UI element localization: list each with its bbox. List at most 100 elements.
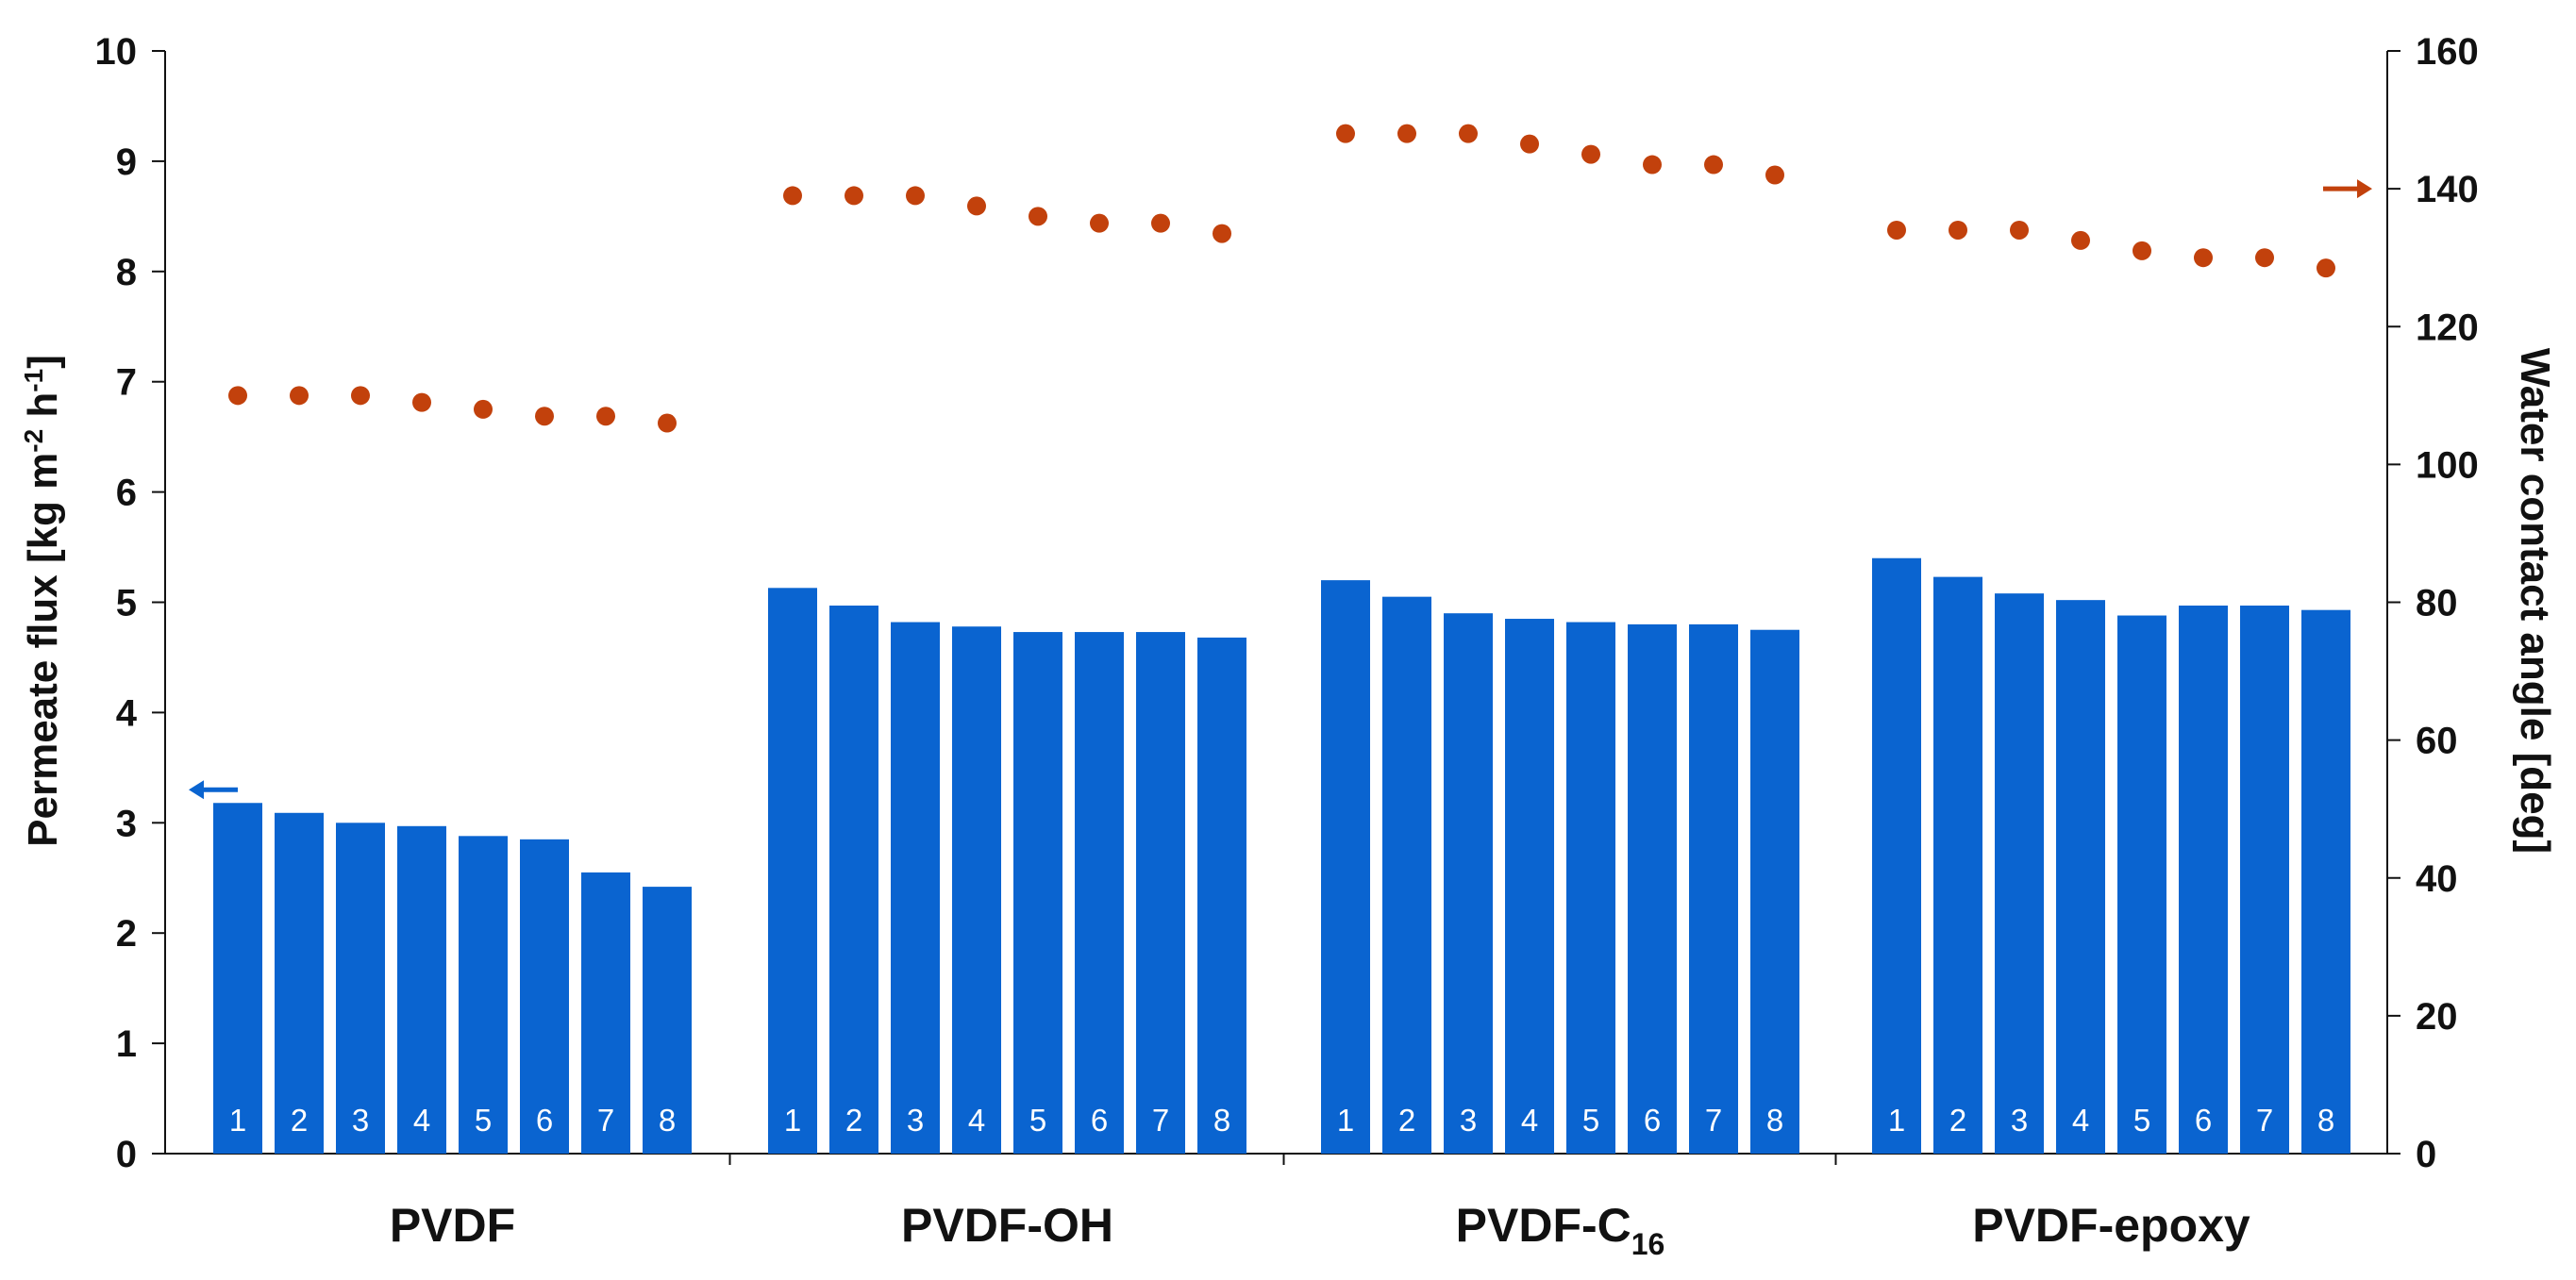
bar-number-label: 2 bbox=[1398, 1103, 1415, 1138]
bar-number-label: 1 bbox=[1888, 1103, 1905, 1138]
right-tick-label: 120 bbox=[2416, 307, 2479, 348]
flux-bar bbox=[1136, 632, 1185, 1154]
left-tick-label: 5 bbox=[116, 583, 137, 624]
left-tick-label: 2 bbox=[116, 913, 137, 955]
bar-number-label: 8 bbox=[1213, 1103, 1230, 1138]
left-axis-title-main: Permeate flux [kg m bbox=[20, 453, 66, 847]
flux-bar bbox=[829, 606, 878, 1154]
bar-number-label: 5 bbox=[2133, 1103, 2150, 1138]
group-label: PVDF-epoxy bbox=[1972, 1199, 2250, 1252]
bar-number-label: 3 bbox=[352, 1103, 369, 1138]
contact-angle-point bbox=[2133, 241, 2151, 260]
flux-bar bbox=[2301, 609, 2350, 1154]
contact-angle-point bbox=[1643, 155, 1662, 175]
bar-number-label: 5 bbox=[1582, 1103, 1599, 1138]
contact-angle-point bbox=[1581, 144, 1600, 164]
bar-number-label: 6 bbox=[1091, 1103, 1108, 1138]
contact-angle-point bbox=[1887, 220, 1906, 240]
flux-bar bbox=[643, 887, 692, 1154]
right-tick-label: 160 bbox=[2416, 31, 2479, 73]
contact-angle-point bbox=[967, 196, 986, 216]
flux-bar bbox=[1321, 580, 1370, 1154]
bar-number-label: 7 bbox=[1152, 1103, 1169, 1138]
contact-angle-point bbox=[1397, 124, 1416, 143]
right-tick-label: 100 bbox=[2416, 444, 2479, 486]
flux-bar bbox=[2117, 615, 2166, 1154]
bar-number-label: 4 bbox=[413, 1103, 430, 1138]
bar-number-label: 1 bbox=[1337, 1103, 1354, 1138]
right-axis-title: Water contact angle [deg] bbox=[2512, 348, 2558, 854]
contact-angle-point bbox=[1213, 224, 1231, 243]
contact-angle-point bbox=[535, 407, 554, 426]
group-label-main: PVDF-OH bbox=[901, 1199, 1113, 1252]
group-label-main: PVDF bbox=[390, 1199, 515, 1252]
bar-number-label: 6 bbox=[536, 1103, 553, 1138]
contact-angle-point bbox=[351, 386, 370, 406]
contact-angle-point bbox=[658, 413, 677, 433]
contact-angle-point bbox=[783, 186, 802, 206]
left-axis-title-exp1: -2 bbox=[19, 429, 48, 453]
bar-number-label: 5 bbox=[475, 1103, 492, 1138]
right-tick-label: 40 bbox=[2416, 858, 2458, 900]
right-tick-label: 140 bbox=[2416, 169, 2479, 210]
flux-bar bbox=[891, 622, 940, 1154]
contact-angle-point bbox=[1029, 207, 1047, 226]
contact-angle-point bbox=[474, 399, 493, 419]
flux-bar bbox=[397, 825, 446, 1154]
flux-bar bbox=[1995, 593, 2044, 1154]
left-tick-label: 1 bbox=[116, 1023, 137, 1065]
contact-angle-point bbox=[1765, 165, 1784, 185]
left-tick-label: 6 bbox=[116, 473, 137, 514]
flux-bar bbox=[1444, 613, 1493, 1154]
bar-number-label: 8 bbox=[659, 1103, 676, 1138]
flux-bar bbox=[1013, 632, 1062, 1154]
flux-bar bbox=[1566, 622, 1615, 1154]
flux-bar bbox=[1933, 576, 1982, 1154]
contact-angle-point bbox=[2194, 248, 2213, 268]
flux-bar bbox=[2240, 606, 2289, 1154]
bar-number-label: 4 bbox=[2072, 1103, 2089, 1138]
left-axis-arrow-icon bbox=[189, 780, 204, 800]
contact-angle-point bbox=[412, 392, 431, 412]
contact-angle-point bbox=[1459, 124, 1478, 143]
bar-number-label: 3 bbox=[907, 1103, 924, 1138]
flux-bar bbox=[1075, 632, 1124, 1154]
flux-bar bbox=[1197, 637, 1246, 1154]
flux-bar bbox=[213, 803, 262, 1154]
bar-number-label: 2 bbox=[291, 1103, 308, 1138]
flux-bar bbox=[952, 626, 1001, 1154]
left-tick-label: 10 bbox=[95, 31, 138, 73]
flux-bar bbox=[1689, 623, 1738, 1154]
contact-angle-point bbox=[1949, 220, 1967, 240]
flux-bar bbox=[768, 588, 817, 1154]
contact-angle-point bbox=[1336, 124, 1355, 143]
group-label: PVDF bbox=[390, 1199, 515, 1252]
bar-number-label: 6 bbox=[2195, 1103, 2212, 1138]
right-tick-label: 80 bbox=[2416, 583, 2458, 624]
left-tick-label: 0 bbox=[116, 1134, 137, 1175]
group-label: PVDF-OH bbox=[901, 1199, 1113, 1252]
left-axis-title: Permeate flux [kg m-2 h-1] bbox=[19, 355, 67, 847]
right-tick-label: 60 bbox=[2416, 721, 2458, 762]
left-axis-title-mid: h bbox=[20, 392, 66, 429]
right-axis-arrow-icon bbox=[2357, 179, 2372, 199]
bar-number-label: 4 bbox=[968, 1103, 985, 1138]
bar-number-label: 1 bbox=[229, 1103, 246, 1138]
bar-number-label: 8 bbox=[2317, 1103, 2334, 1138]
left-tick-label: 9 bbox=[116, 141, 137, 183]
flux-bar bbox=[2056, 600, 2105, 1154]
bar-number-label: 3 bbox=[2011, 1103, 2028, 1138]
flux-bar bbox=[1750, 629, 1799, 1154]
right-tick-label: 20 bbox=[2416, 996, 2458, 1038]
contact-angle-point bbox=[1520, 134, 1539, 154]
flux-bar bbox=[275, 812, 324, 1154]
group-label-main: PVDF-C bbox=[1456, 1199, 1631, 1252]
left-tick-label: 3 bbox=[116, 803, 137, 844]
flux-bar bbox=[520, 839, 569, 1154]
bar-number-label: 3 bbox=[1460, 1103, 1477, 1138]
contact-angle-point bbox=[1704, 155, 1723, 175]
flux-bar bbox=[581, 872, 630, 1154]
contact-angle-point bbox=[1151, 213, 1170, 233]
